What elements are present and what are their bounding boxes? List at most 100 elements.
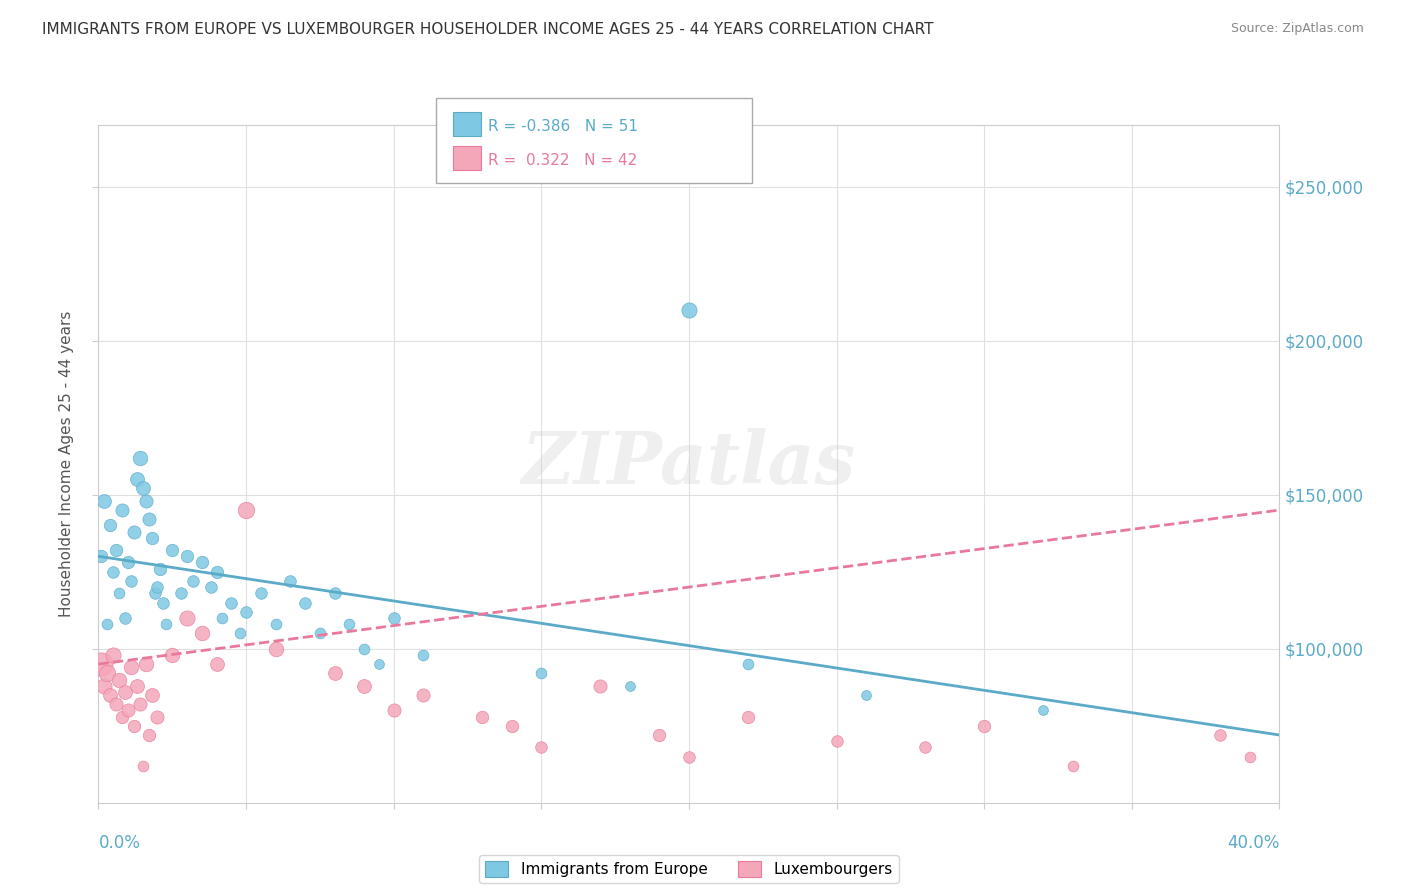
Point [530,740,553,755]
Point [619,679,641,693]
Point [90,657,112,672]
Point [323,666,346,681]
Point [1062,759,1084,773]
Point [135,493,157,508]
Point [128,697,150,711]
Point [678,749,700,764]
Point [200,580,222,594]
Point [412,688,434,702]
Point [678,302,700,317]
Point [111,709,134,723]
Point [146,580,169,594]
Point [132,482,155,496]
Point [120,574,142,588]
Point [191,626,214,640]
Point [170,586,193,600]
Text: 40.0%: 40.0% [1227,834,1279,852]
Point [309,626,332,640]
Point [250,586,273,600]
Point [135,657,157,672]
Point [93,679,115,693]
Point [648,728,671,742]
Point [90,549,112,564]
Point [471,709,494,723]
Point [264,617,287,632]
Point [914,740,936,755]
Point [125,679,148,693]
Point [278,574,302,588]
Point [152,595,174,609]
Point [235,605,257,619]
Point [973,719,995,733]
Point [146,709,169,723]
Point [205,657,228,672]
Point [96,617,118,632]
Point [128,450,150,465]
Point [114,685,136,699]
Point [111,503,134,517]
Text: R =  0.322   N = 42: R = 0.322 N = 42 [488,153,637,168]
Point [294,595,316,609]
Point [96,666,118,681]
Text: Source: ZipAtlas.com: Source: ZipAtlas.com [1230,22,1364,36]
Point [122,719,145,733]
Point [176,549,198,564]
Point [339,617,360,632]
Point [229,626,252,640]
Point [141,688,163,702]
Point [105,697,128,711]
Point [737,657,759,672]
Point [103,648,125,662]
Point [138,728,160,742]
Point [191,556,214,570]
Point [1032,703,1054,717]
Point [143,586,166,600]
Point [353,641,375,656]
Point [855,688,877,702]
Point [141,531,163,545]
Point [117,703,139,717]
Text: 0.0%: 0.0% [98,834,141,852]
Point [114,611,136,625]
Point [1209,728,1232,742]
Point [589,679,612,693]
Text: IMMIGRANTS FROM EUROPE VS LUXEMBOURGER HOUSEHOLDER INCOME AGES 25 - 44 YEARS COR: IMMIGRANTS FROM EUROPE VS LUXEMBOURGER H… [42,22,934,37]
Point [412,648,434,662]
Point [120,660,142,674]
Point [98,518,121,533]
Point [530,666,553,681]
Point [368,657,391,672]
Point [382,703,405,717]
Point [162,543,183,558]
Point [181,574,204,588]
Point [825,734,848,748]
Legend: Immigrants from Europe, Luxembourgers: Immigrants from Europe, Luxembourgers [479,855,898,883]
Point [235,503,257,517]
Point [149,561,172,575]
Point [155,617,177,632]
Point [162,648,183,662]
Text: R = -0.386   N = 51: R = -0.386 N = 51 [488,119,638,134]
Point [219,595,242,609]
Point [323,586,346,600]
Text: ZIPatlas: ZIPatlas [522,428,856,500]
Point [93,493,115,508]
Point [1239,749,1261,764]
Point [211,611,233,625]
Point [108,673,131,687]
Point [205,565,228,579]
Point [176,611,198,625]
Point [125,472,148,486]
Y-axis label: Householder Income Ages 25 - 44 years: Householder Income Ages 25 - 44 years [59,310,75,617]
Point [105,543,128,558]
Point [737,709,759,723]
Point [264,641,287,656]
Point [122,524,145,539]
Point [98,688,121,702]
Point [108,586,131,600]
Point [103,565,125,579]
Point [117,556,139,570]
Point [132,759,155,773]
Point [501,719,523,733]
Point [353,679,375,693]
